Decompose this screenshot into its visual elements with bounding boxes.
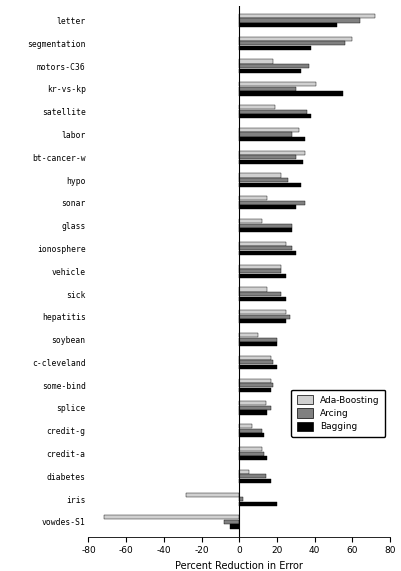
Bar: [239, 196, 267, 200]
Bar: [239, 274, 286, 278]
Bar: [239, 315, 290, 319]
Bar: [224, 520, 239, 524]
Bar: [239, 292, 280, 296]
Bar: [239, 296, 286, 300]
Bar: [239, 264, 280, 269]
Bar: [186, 493, 239, 497]
Bar: [239, 388, 271, 392]
Bar: [239, 59, 272, 63]
Bar: [239, 456, 267, 460]
Bar: [239, 333, 257, 337]
Legend: Ada-Boosting, Arcing, Bagging: Ada-Boosting, Arcing, Bagging: [291, 389, 385, 437]
Bar: [239, 105, 274, 109]
Bar: [229, 524, 239, 529]
Bar: [239, 242, 286, 246]
X-axis label: Percent Reduction in Error: Percent Reduction in Error: [175, 561, 302, 571]
Bar: [239, 228, 291, 232]
Bar: [239, 470, 248, 474]
Bar: [239, 128, 299, 132]
Bar: [239, 411, 267, 415]
Bar: [239, 475, 265, 478]
Bar: [239, 319, 286, 323]
Bar: [239, 429, 261, 433]
Bar: [239, 178, 288, 182]
Bar: [239, 269, 280, 274]
Bar: [239, 91, 342, 95]
Bar: [239, 155, 295, 159]
Bar: [239, 310, 286, 314]
Bar: [239, 137, 304, 141]
Bar: [239, 64, 308, 68]
Bar: [239, 41, 344, 45]
Bar: [239, 246, 291, 251]
Bar: [239, 160, 302, 164]
Bar: [239, 69, 301, 73]
Bar: [239, 18, 359, 23]
Bar: [239, 502, 276, 506]
Bar: [239, 406, 271, 410]
Bar: [239, 23, 336, 27]
Bar: [239, 383, 272, 387]
Bar: [239, 87, 295, 91]
Bar: [239, 356, 271, 360]
Bar: [239, 14, 374, 18]
Bar: [239, 337, 276, 341]
Bar: [239, 206, 295, 210]
Bar: [239, 114, 310, 118]
Bar: [239, 151, 304, 155]
Bar: [103, 515, 239, 520]
Bar: [239, 287, 267, 292]
Bar: [239, 433, 263, 437]
Bar: [239, 379, 271, 383]
Bar: [239, 224, 291, 228]
Bar: [239, 46, 310, 50]
Bar: [239, 452, 263, 456]
Bar: [239, 110, 306, 114]
Bar: [239, 479, 271, 483]
Bar: [239, 201, 304, 205]
Bar: [239, 342, 276, 346]
Bar: [239, 219, 261, 223]
Bar: [239, 37, 351, 41]
Bar: [239, 424, 252, 428]
Bar: [239, 183, 301, 187]
Bar: [239, 401, 265, 405]
Bar: [239, 251, 295, 255]
Bar: [239, 365, 276, 369]
Bar: [239, 82, 316, 86]
Bar: [239, 174, 280, 178]
Bar: [239, 132, 291, 136]
Bar: [239, 447, 261, 451]
Bar: [239, 497, 242, 501]
Bar: [239, 360, 272, 364]
